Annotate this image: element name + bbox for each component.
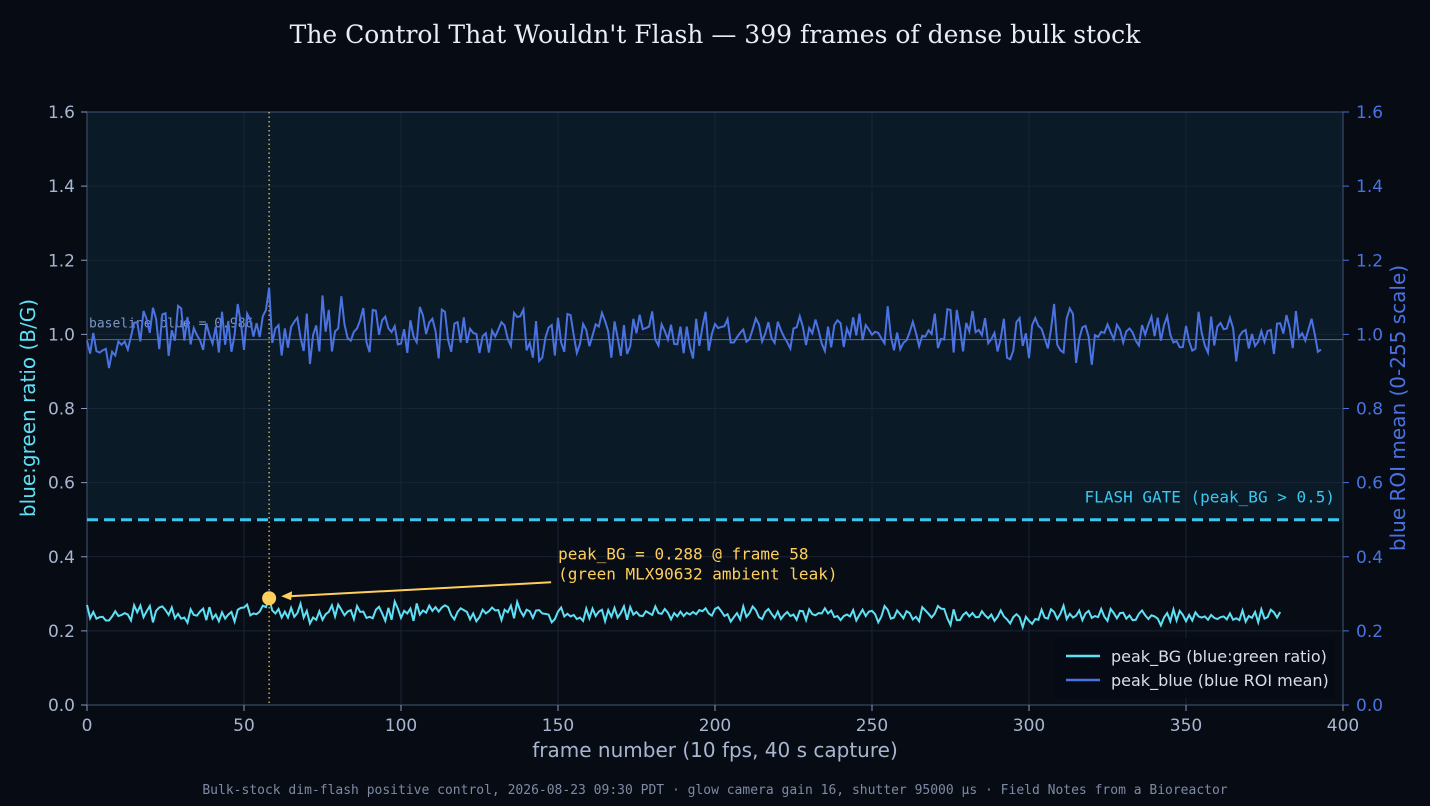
x-tick-label: 400: [1327, 716, 1359, 736]
peak-annotation-arrow: [289, 581, 552, 598]
y-tick-label-right: 1.4: [1356, 177, 1383, 197]
legend: peak_BG (blue:green ratio) peak_blue (bl…: [1055, 638, 1335, 698]
y-tick-label-right: 0.6: [1356, 474, 1383, 494]
y-axis-label-left: blue:green ratio (B/G): [16, 299, 40, 517]
x-tick-label: 50: [233, 716, 255, 736]
y-tick-label-left: 1.4: [48, 177, 75, 197]
y-tick-label-left: 0.2: [48, 622, 75, 642]
y-tick-label-left: 1.2: [48, 251, 75, 271]
peak-annotation-arrowhead: [281, 591, 293, 601]
x-tick-label: 200: [699, 716, 731, 736]
chart-title: The Control That Wouldn't Flash — 399 fr…: [290, 20, 1142, 49]
y-tick-label-left: 1.6: [48, 103, 75, 123]
peak-annotation-line1: peak_BG = 0.288 @ frame 58: [558, 544, 808, 563]
x-tick-label: 350: [1170, 716, 1202, 736]
y-axis-label-right: blue ROI mean (0-255 scale): [1386, 265, 1410, 551]
x-tick-label: 300: [1013, 716, 1045, 736]
x-tick-label: 150: [542, 716, 574, 736]
y-tick-label-left: 1.0: [48, 325, 75, 345]
series-line-peak-blue: [86, 287, 1322, 369]
y-tick-label-right: 0.2: [1356, 622, 1383, 642]
legend-box: [1055, 638, 1335, 698]
y-tick-label-right: 1.0: [1356, 325, 1383, 345]
x-tick-label: 100: [385, 716, 417, 736]
peak-annotation-line2: (green MLX90632 ambient leak): [558, 564, 837, 583]
y-tick-label-right: 1.6: [1356, 103, 1383, 123]
y-tick-label-right: 0.4: [1356, 548, 1383, 568]
peak-point: [262, 591, 277, 606]
x-axis-label: frame number (10 fps, 40 s capture): [532, 738, 898, 762]
y-tick-label-left: 0.0: [48, 696, 75, 716]
baseline-label: baseline blue = 0.986: [89, 317, 253, 332]
footer-caption: Bulk-stock dim-flash positive control, 2…: [202, 783, 1227, 798]
series-line-peak-bg: [86, 594, 1282, 631]
y-tick-label-right: 0.8: [1356, 400, 1383, 420]
grid: [86, 111, 1344, 706]
x-tick-label: 0: [82, 716, 93, 736]
x-tick-label: 250: [856, 716, 888, 736]
y-tick-label-left: 0.8: [48, 400, 75, 420]
legend-entry-peak-bg: peak_BG (blue:green ratio): [1111, 647, 1327, 667]
legend-entry-peak-blue: peak_blue (blue ROI mean): [1111, 671, 1329, 691]
y-tick-label-left: 0.4: [48, 548, 75, 568]
y-tick-label-right: 1.2: [1356, 251, 1383, 271]
y-tick-label-left: 0.6: [48, 474, 75, 494]
flash-gate-label: FLASH GATE (peak_BG > 0.5): [1085, 488, 1335, 507]
y-tick-label-right: 0.0: [1356, 696, 1383, 716]
